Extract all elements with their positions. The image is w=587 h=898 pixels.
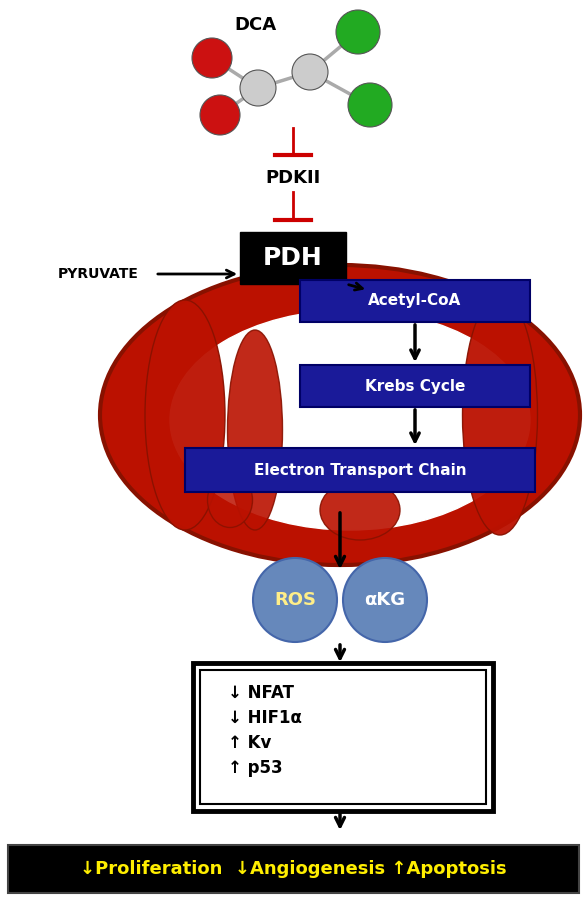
Text: αKG: αKG [365, 591, 406, 609]
Bar [8, 845, 579, 893]
Circle shape [192, 38, 232, 78]
Text: ↑ p53: ↑ p53 [228, 759, 282, 777]
Circle shape [200, 95, 240, 135]
Bar [240, 232, 346, 284]
Circle shape [336, 10, 380, 54]
Text: PDH: PDH [263, 246, 323, 270]
Bar [185, 448, 535, 492]
Text: PDKII: PDKII [265, 169, 321, 187]
Circle shape [348, 83, 392, 127]
Ellipse shape [170, 310, 530, 530]
Ellipse shape [145, 300, 225, 530]
Ellipse shape [207, 472, 252, 527]
Text: DCA: DCA [234, 16, 276, 34]
Text: ROS: ROS [274, 591, 316, 609]
Bar [193, 663, 493, 811]
Ellipse shape [463, 295, 538, 535]
Text: ↑ Kv: ↑ Kv [228, 734, 271, 752]
Ellipse shape [320, 480, 400, 540]
Ellipse shape [100, 265, 580, 565]
Bar [300, 280, 530, 322]
Ellipse shape [228, 330, 282, 530]
Text: Acetyl-CoA: Acetyl-CoA [369, 294, 461, 309]
Text: ↓ HIF1α: ↓ HIF1α [228, 709, 302, 727]
Circle shape [292, 54, 328, 90]
Bar [300, 365, 530, 407]
Circle shape [240, 70, 276, 106]
Circle shape [253, 558, 337, 642]
Text: ↓Proliferation  ↓Angiogenesis ↑Apoptosis: ↓Proliferation ↓Angiogenesis ↑Apoptosis [80, 860, 507, 878]
Circle shape [343, 558, 427, 642]
Text: Krebs Cycle: Krebs Cycle [365, 378, 465, 393]
Text: PYRUVATE: PYRUVATE [58, 267, 139, 281]
Bar [200, 670, 486, 804]
Text: ↓ NFAT: ↓ NFAT [228, 684, 294, 702]
Text: Electron Transport Chain: Electron Transport Chain [254, 462, 466, 478]
